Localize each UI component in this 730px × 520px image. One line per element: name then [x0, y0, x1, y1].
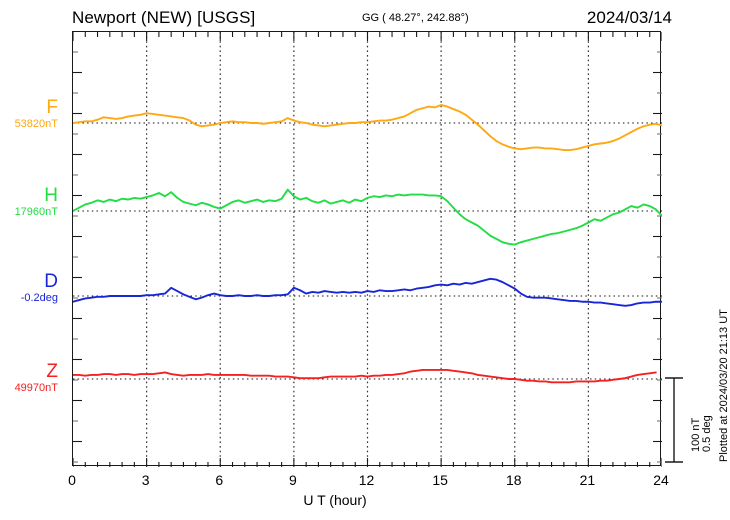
component-name-d: D — [44, 271, 58, 292]
component-baseline-d: -0.2deg — [20, 292, 58, 304]
magnetogram-plot — [73, 32, 662, 467]
component-label-f: F 53820nT — [15, 98, 58, 131]
x-tick-9: 9 — [288, 472, 297, 488]
x-tick-12: 12 — [358, 472, 375, 488]
plot-date: 2024/03/14 — [586, 8, 672, 27]
x-tick-18: 18 — [505, 472, 522, 488]
component-label-h: H 17960nT — [15, 186, 58, 219]
x-tick-24: 24 — [653, 472, 669, 488]
scale-bar — [665, 377, 683, 463]
x-tick-6: 6 — [215, 472, 224, 488]
plotted-at-timestamp: Plotted at 2024/03/20 21:13 UT — [718, 309, 730, 462]
component-name-z: Z — [46, 361, 58, 382]
component-baseline-z: 49970nT — [14, 382, 58, 394]
plot-frame — [72, 31, 662, 467]
x-axis-title: U T (hour) — [303, 492, 367, 508]
x-tick-15: 15 — [432, 472, 448, 488]
page-title: Newport (NEW) [USGS] — [72, 8, 256, 27]
component-name-h: H — [44, 185, 58, 206]
component-label-d: D -0.2deg — [21, 272, 58, 305]
component-baseline-h: 17960nT — [14, 206, 58, 218]
x-tick-3: 3 — [141, 472, 150, 488]
component-label-z: Z 49970nT — [15, 362, 58, 395]
component-name-f: F — [46, 97, 58, 118]
geographic-coordinates: GG ( 48.27°, 242.88°) — [362, 12, 469, 24]
component-baseline-f: 53820nT — [14, 118, 58, 130]
scale-bar-deg-label: 0.5 deg — [701, 415, 713, 452]
x-tick-0: 0 — [68, 472, 76, 488]
x-tick-21: 21 — [579, 472, 596, 488]
